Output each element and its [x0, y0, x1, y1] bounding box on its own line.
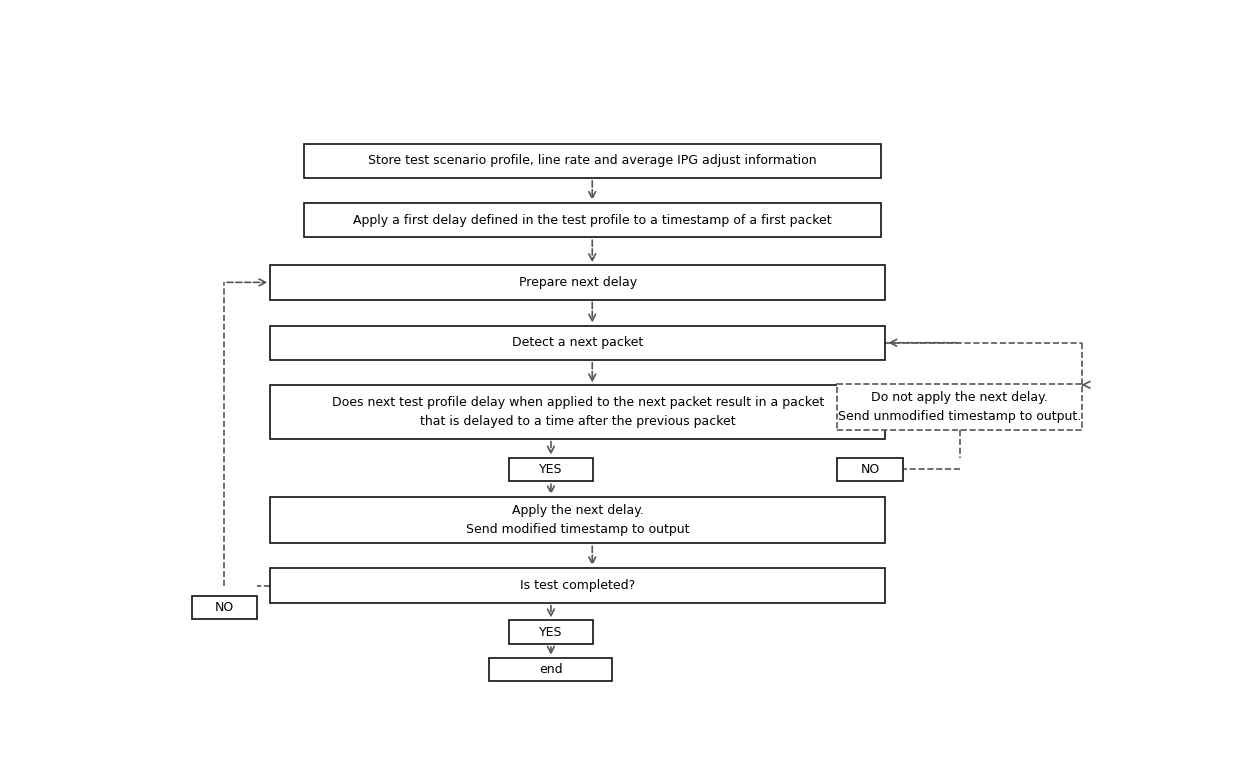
- FancyBboxPatch shape: [490, 657, 613, 681]
- FancyBboxPatch shape: [304, 203, 880, 238]
- Text: NO: NO: [861, 463, 879, 476]
- FancyBboxPatch shape: [304, 144, 880, 178]
- FancyBboxPatch shape: [270, 498, 885, 544]
- Text: Does next test profile delay when applied to the next packet result in a packet
: Does next test profile delay when applie…: [332, 396, 823, 428]
- Text: NO: NO: [215, 601, 234, 614]
- Text: YES: YES: [539, 463, 563, 476]
- FancyBboxPatch shape: [270, 385, 885, 438]
- FancyBboxPatch shape: [508, 458, 593, 481]
- FancyBboxPatch shape: [270, 265, 885, 300]
- FancyBboxPatch shape: [270, 325, 885, 360]
- Text: Detect a next packet: Detect a next packet: [512, 336, 644, 349]
- FancyBboxPatch shape: [270, 568, 885, 603]
- Text: YES: YES: [539, 626, 563, 639]
- Text: Do not apply the next delay.
Send unmodified timestamp to output.: Do not apply the next delay. Send unmodi…: [838, 391, 1081, 423]
- Text: Prepare next delay: Prepare next delay: [518, 276, 637, 289]
- FancyBboxPatch shape: [837, 458, 903, 481]
- FancyBboxPatch shape: [508, 621, 593, 644]
- Text: Store test scenario profile, line rate and average IPG adjust information: Store test scenario profile, line rate a…: [368, 155, 817, 168]
- Text: Is test completed?: Is test completed?: [521, 579, 635, 592]
- FancyBboxPatch shape: [837, 384, 1083, 430]
- FancyBboxPatch shape: [191, 595, 257, 619]
- Text: end: end: [539, 663, 563, 676]
- Text: Apply a first delay defined in the test profile to a timestamp of a first packet: Apply a first delay defined in the test …: [353, 214, 832, 227]
- Text: Apply the next delay.
Send modified timestamp to output: Apply the next delay. Send modified time…: [466, 504, 689, 537]
